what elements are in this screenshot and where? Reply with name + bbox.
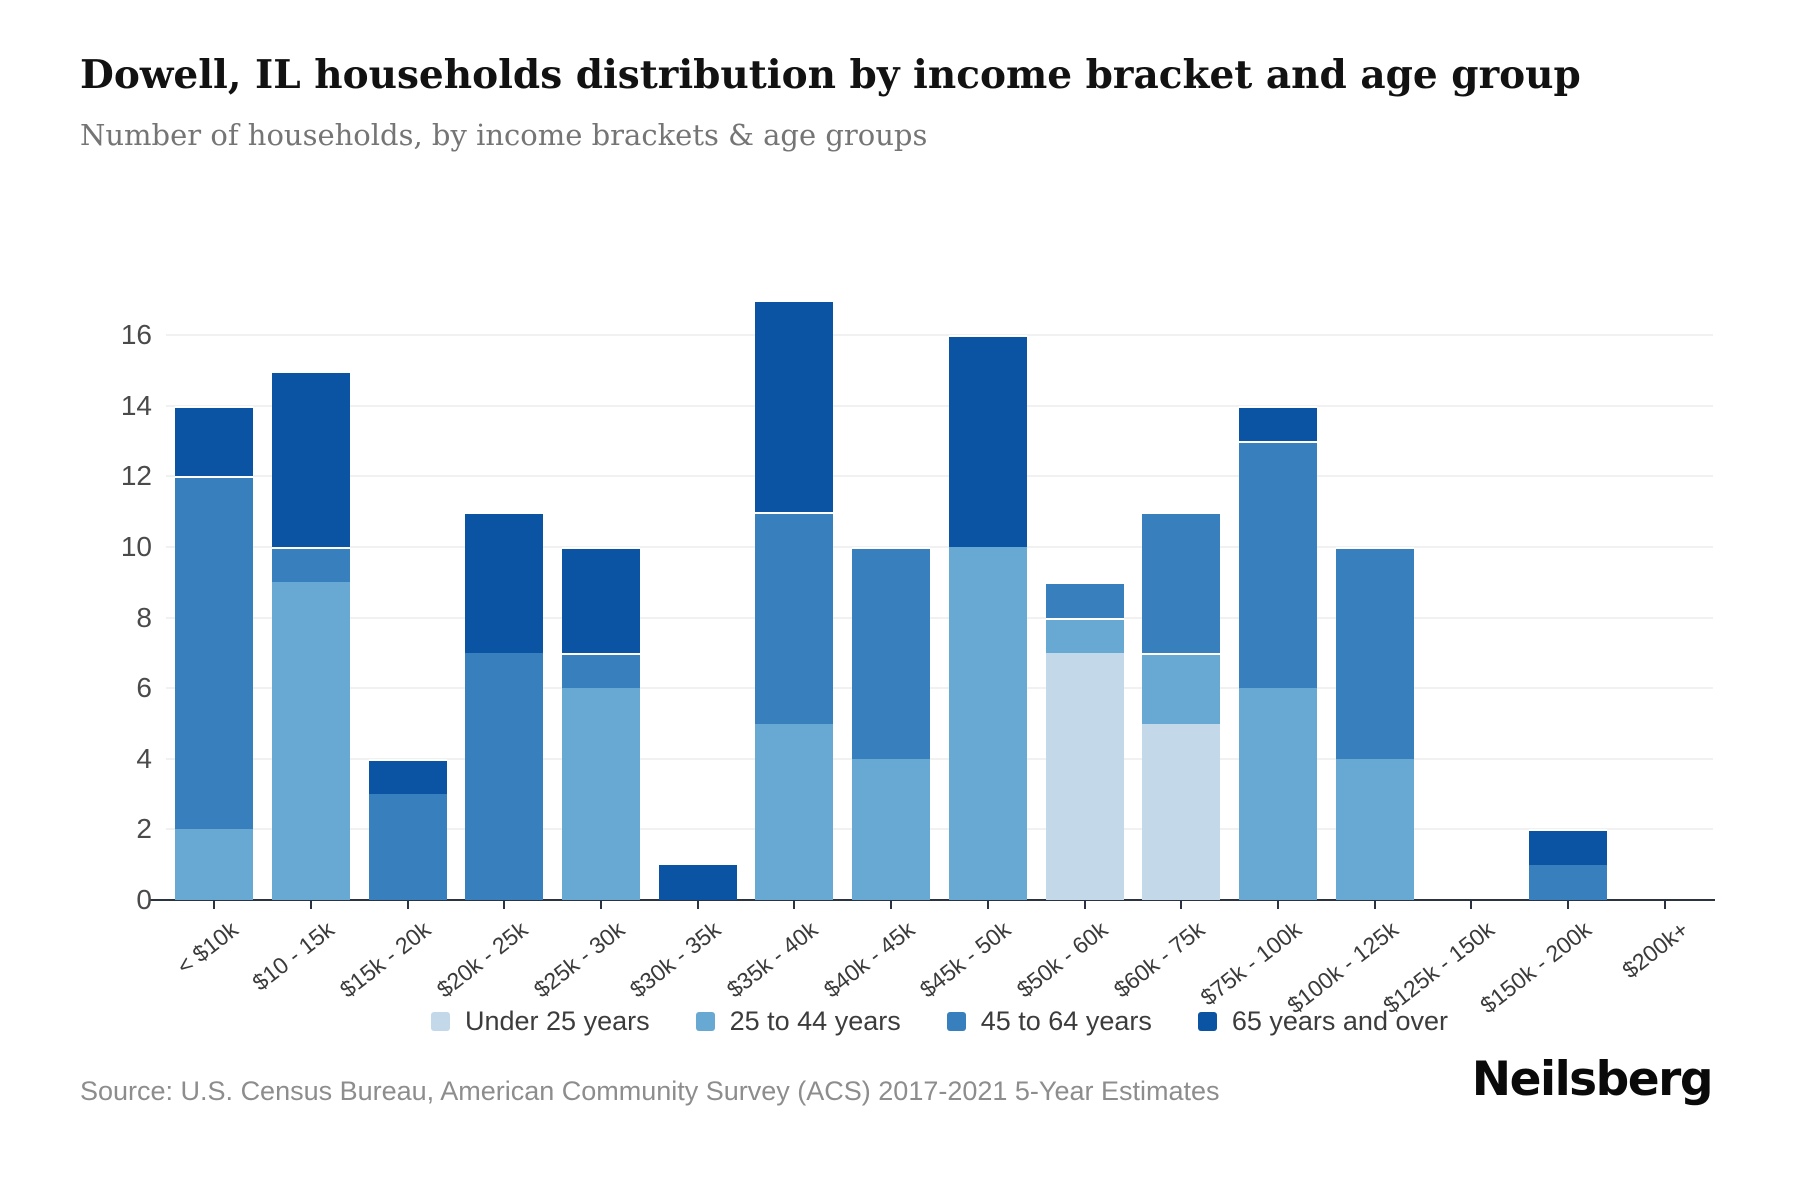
source-text: Source: U.S. Census Bureau, American Com… [80, 1076, 1220, 1106]
x-axis-tick [1566, 901, 1569, 909]
bar-segment[interactable] [1335, 547, 1414, 759]
legend-swatch [1197, 1012, 1217, 1031]
x-axis-label: $45k - 50k [915, 916, 1016, 1003]
x-axis-label: $15k - 20k [335, 916, 436, 1003]
legend-item[interactable]: 25 to 44 years [695, 1006, 901, 1037]
y-tick-label-0: 0 [136, 884, 152, 915]
bar-segment[interactable] [175, 476, 254, 830]
x-axis-tick [406, 901, 409, 909]
bar-segment[interactable] [1142, 511, 1221, 653]
bar-segment[interactable] [1045, 652, 1124, 900]
bar-segment[interactable] [852, 547, 931, 759]
gridline-4 [166, 757, 1713, 760]
x-axis-tick [1276, 901, 1279, 909]
x-axis-tick [1470, 901, 1473, 909]
gridline-12 [166, 475, 1713, 478]
legend: Under 25 years 25 to 44 years 45 to 64 yea… [166, 1006, 1713, 1037]
x-axis-line [150, 899, 1715, 901]
bar-segment[interactable] [272, 547, 351, 583]
x-axis-label: $200k+ [1616, 916, 1693, 984]
bar-segment[interactable] [272, 582, 351, 900]
x-axis-label: $50k - 60k [1011, 916, 1113, 1003]
bar-segment[interactable] [1238, 441, 1317, 689]
bar-segment[interactable] [1238, 688, 1317, 900]
x-axis-label: $60k - 75k [1108, 916, 1210, 1003]
x-axis-tick [1663, 901, 1666, 909]
y-tick-label-8: 8 [136, 601, 152, 633]
gridline-14 [166, 404, 1713, 407]
x-axis-tick [1373, 901, 1376, 909]
x-axis-label: $30k - 35k [625, 916, 726, 1003]
gridline-2 [166, 828, 1713, 831]
gridline-8 [166, 616, 1713, 619]
gridline-10 [166, 546, 1713, 549]
x-axis-label: $40k - 45k [818, 916, 920, 1003]
y-tick-label-4: 4 [136, 742, 152, 774]
bar-segment[interactable] [658, 864, 737, 900]
x-axis-tick [1180, 901, 1183, 909]
bar-segment[interactable] [562, 547, 641, 653]
legend-item[interactable]: Under 25 years [431, 1006, 650, 1037]
bar-segment[interactable] [1142, 723, 1221, 900]
y-tick-label-16: 16 [120, 319, 152, 351]
legend-label: 45 to 64 years [980, 1006, 1152, 1036]
bar-segment[interactable] [175, 829, 254, 900]
x-axis-tick [986, 901, 989, 909]
bar-segment[interactable] [755, 511, 834, 724]
bar-segment[interactable] [368, 794, 447, 900]
bar-segment[interactable] [1142, 652, 1221, 724]
x-axis-tick [310, 901, 313, 909]
bar-segment[interactable] [562, 688, 641, 900]
y-tick-label-10: 10 [120, 531, 152, 563]
gridline-6 [166, 687, 1713, 690]
page-title: Dowell, IL households distribution by in… [80, 52, 1581, 98]
bar-segment[interactable] [1528, 864, 1607, 900]
bar-segment[interactable] [465, 652, 544, 900]
y-tick-label-14: 14 [120, 389, 152, 421]
bar-segment[interactable] [948, 335, 1027, 548]
y-tick-label-12: 12 [120, 460, 152, 492]
bar-segment[interactable] [1238, 405, 1317, 442]
x-axis-tick [1083, 901, 1086, 909]
x-axis-tick [793, 901, 796, 909]
bar-segment[interactable] [948, 547, 1027, 900]
x-axis-label: $10 - 15k [247, 916, 340, 996]
brand-logo[interactable]: Neilsberg [1471, 1052, 1714, 1107]
bar-segment[interactable] [368, 758, 447, 795]
x-axis-tick [503, 901, 506, 909]
plot-area: 0 2 4 6 8 10 12 14 16 < $10k $10 - 15k $15k - 20k $2… [121, 300, 1715, 1018]
x-axis-tick [213, 901, 216, 909]
bar-segment[interactable] [1335, 758, 1414, 900]
x-axis-tick [890, 901, 893, 909]
x-axis-tick [696, 901, 699, 909]
bar-segment[interactable] [755, 723, 834, 900]
y-tick-label-2: 2 [136, 813, 152, 845]
legend-swatch [946, 1012, 966, 1031]
y-tick-label-6: 6 [136, 672, 152, 704]
page-subtitle: Number of households, by income brackets… [80, 118, 928, 152]
legend-item[interactable]: 45 to 64 years [946, 1006, 1152, 1037]
bar-segment[interactable] [755, 300, 834, 512]
legend-swatch [431, 1012, 450, 1031]
bar-segment[interactable] [1528, 829, 1607, 865]
x-axis-label: $20k - 25k [431, 916, 533, 1003]
bar-segment[interactable] [1045, 582, 1124, 618]
legend-label: 25 to 44 years [729, 1006, 901, 1036]
legend-label: Under 25 years [465, 1006, 650, 1036]
legend-swatch [695, 1012, 715, 1031]
bar-segment[interactable] [562, 652, 641, 689]
legend-label: 65 years and over [1231, 1006, 1448, 1036]
bar-segment[interactable] [272, 370, 351, 548]
x-axis-label: < $10k [171, 916, 243, 980]
bar-segment[interactable] [175, 405, 254, 477]
x-axis-label: $35k - 40k [721, 916, 823, 1003]
x-axis-tick [600, 901, 603, 909]
gridline-16 [166, 334, 1713, 337]
bar-segment[interactable] [1045, 617, 1124, 653]
legend-item[interactable]: 65 years and over [1197, 1006, 1448, 1037]
bar-segment[interactable] [465, 511, 544, 653]
bar-segment[interactable] [852, 758, 931, 900]
x-axis-label: $25k - 30k [528, 916, 630, 1003]
